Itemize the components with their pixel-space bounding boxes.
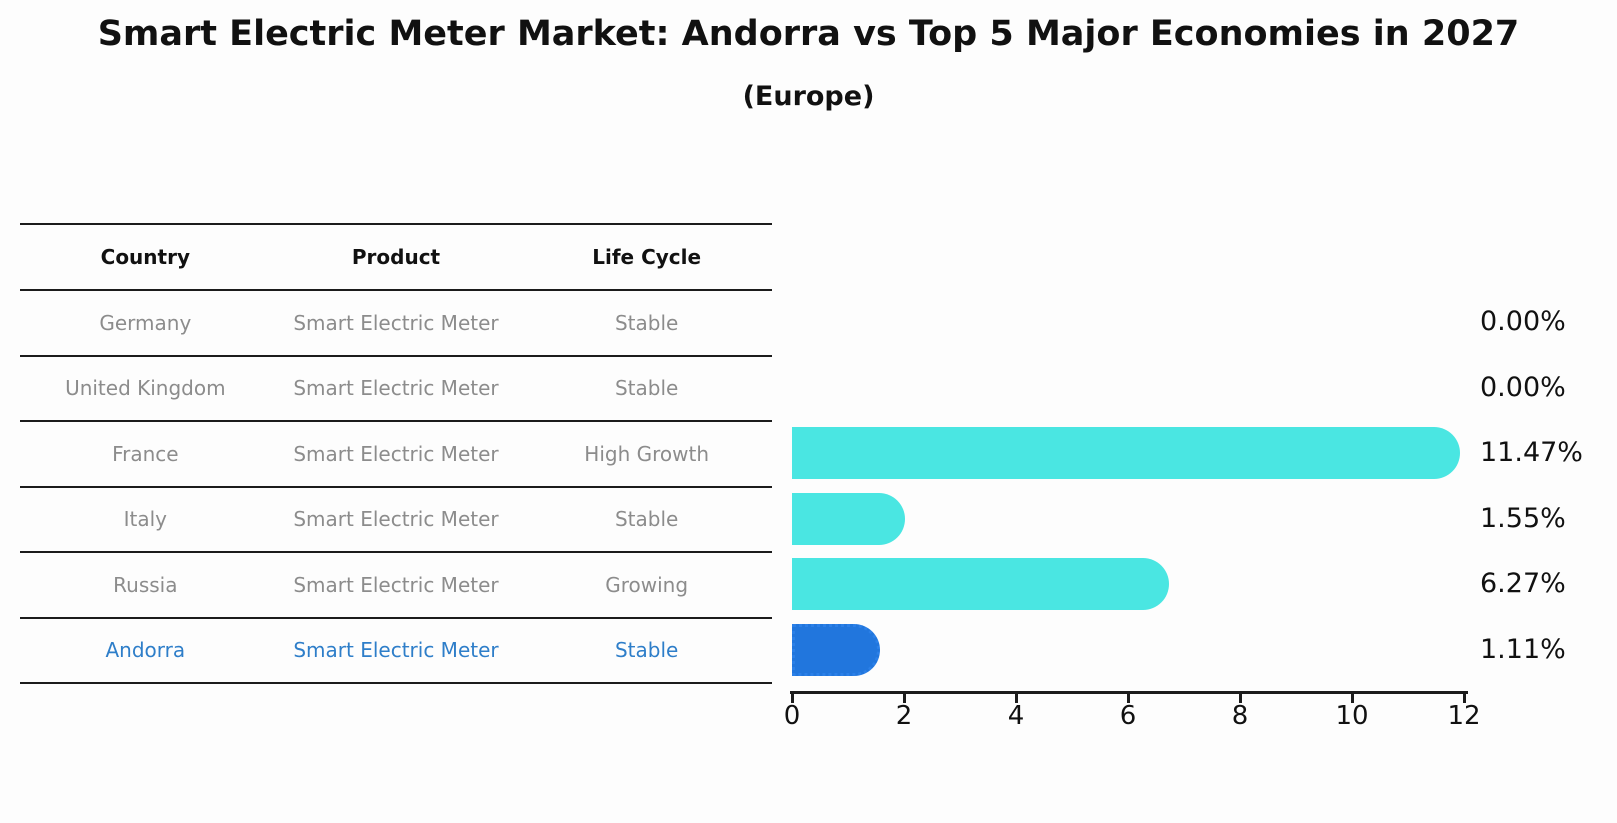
bar-russia	[792, 558, 1170, 610]
x-tick	[1127, 694, 1130, 703]
cell-country: United Kingdom	[65, 376, 226, 401]
bar-italy	[792, 492, 905, 545]
x-tick	[1015, 694, 1018, 703]
x-tick-label: 10	[1335, 701, 1369, 731]
table-header-row: Country Product Life Cycle	[20, 225, 772, 291]
chart-title: Smart Electric Meter Market: Andorra vs …	[97, 14, 1520, 54]
cell-product: Smart Electric Meter	[293, 572, 499, 597]
value-label-united-kingdom: 0.00%	[1480, 371, 1566, 403]
x-tick-label: 12	[1447, 701, 1481, 731]
table-row: Germany Smart Electric Meter Stable	[20, 291, 772, 357]
table-body: Germany Smart Electric Meter Stable Unit…	[20, 291, 772, 684]
cell-lifecycle: Stable	[614, 507, 679, 532]
value-label-france: 11.47%	[1480, 437, 1583, 468]
table-row: Russia Smart Electric Meter Growing	[20, 553, 772, 619]
cell-product: Smart Electric Meter	[293, 310, 499, 335]
x-tick	[1239, 694, 1242, 703]
cell-country: Russia	[113, 572, 178, 597]
cell-product: Smart Electric Meter	[293, 638, 499, 663]
x-tick-label: 2	[895, 701, 913, 731]
cell-product: Smart Electric Meter	[293, 507, 499, 532]
value-label-germany: 0.00%	[1480, 306, 1566, 337]
cell-product: Smart Electric Meter	[293, 376, 499, 401]
value-label-italy: 1.55%	[1480, 502, 1566, 534]
table-row: France Smart Electric Meter High Growth	[20, 422, 772, 488]
cell-lifecycle: Stable	[614, 310, 679, 335]
x-tick	[1351, 694, 1354, 703]
x-tick-label: 4	[1007, 701, 1025, 731]
table-row: Italy Smart Electric Meter Stable	[20, 488, 772, 553]
x-tick-label: 0	[783, 701, 801, 731]
header-country: Country	[100, 245, 190, 269]
cell-lifecycle: High Growth	[584, 441, 710, 466]
header-product: Product	[351, 245, 441, 269]
country-table: Country Product Life Cycle Germany Smart…	[20, 223, 772, 684]
cell-country: Andorra	[105, 638, 186, 663]
table-row: United Kingdom Smart Electric Meter Stab…	[20, 357, 772, 422]
x-tick	[903, 694, 906, 703]
cell-country: Germany	[99, 310, 192, 335]
x-tick-label: 8	[1231, 701, 1249, 731]
cell-lifecycle: Stable	[614, 638, 679, 663]
cell-lifecycle: Growing	[605, 572, 689, 597]
value-label-andorra: 1.11%	[1480, 633, 1566, 665]
cell-product: Smart Electric Meter	[293, 441, 499, 466]
cell-country: Italy	[123, 507, 168, 532]
cell-lifecycle: Stable	[614, 376, 679, 401]
bar-france	[792, 427, 1461, 479]
x-tick	[1463, 694, 1466, 703]
header-lifecycle: Life Cycle	[592, 245, 702, 269]
x-tick	[791, 694, 794, 703]
value-label-russia: 6.27%	[1480, 568, 1566, 599]
bar-andorra	[792, 623, 881, 676]
x-axis-line	[790, 691, 1468, 694]
chart-subtitle: (Europe)	[742, 81, 875, 112]
x-tick-label: 6	[1119, 701, 1137, 731]
cell-country: France	[112, 441, 179, 466]
table-row: Andorra Smart Electric Meter Stable	[20, 619, 772, 684]
